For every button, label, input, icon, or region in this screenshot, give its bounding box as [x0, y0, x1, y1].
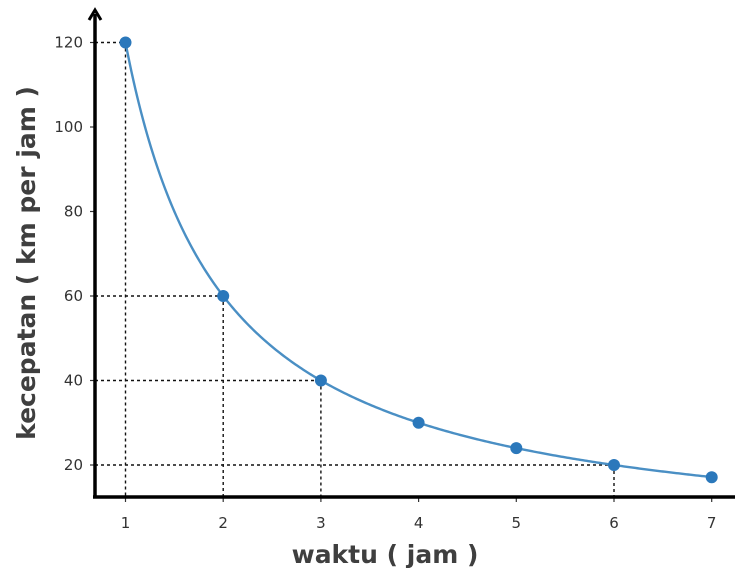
y-axis-title: kecepatan ( km per jam ): [12, 86, 41, 440]
y-axis-ticks: 20 40 60 80 100 120: [54, 34, 95, 474]
series-line: [124, 42, 712, 479]
x-tick-label: 1: [121, 514, 131, 532]
y-tick-label: 20: [64, 456, 83, 474]
x-axis-title: waktu ( jam ): [292, 540, 479, 569]
data-point: [119, 36, 132, 49]
data-point: [705, 471, 718, 484]
x-tick-label: 6: [609, 514, 619, 532]
data-point: [217, 290, 230, 302]
x-tick-label: 3: [316, 514, 326, 532]
data-point: [608, 459, 620, 471]
guide-lines: [95, 41, 615, 497]
x-axis-ticks: 1 2 3 4 5 6 7: [121, 497, 717, 532]
data-point: [314, 374, 327, 387]
y-tick-label: 100: [54, 118, 83, 136]
x-tick-label: 7: [707, 514, 717, 532]
x-tick-label: 4: [414, 514, 424, 532]
data-point: [510, 442, 523, 455]
y-tick-label: 120: [54, 34, 83, 52]
y-tick-label: 40: [64, 372, 83, 390]
y-tick-label: 80: [64, 203, 83, 221]
y-tick-label: 60: [64, 287, 83, 305]
y-axis-arrowhead: [87, 7, 103, 21]
x-tick-label: 5: [512, 514, 522, 532]
data-point: [412, 416, 425, 429]
x-tick-label: 2: [218, 514, 228, 532]
series-points: [119, 36, 718, 484]
